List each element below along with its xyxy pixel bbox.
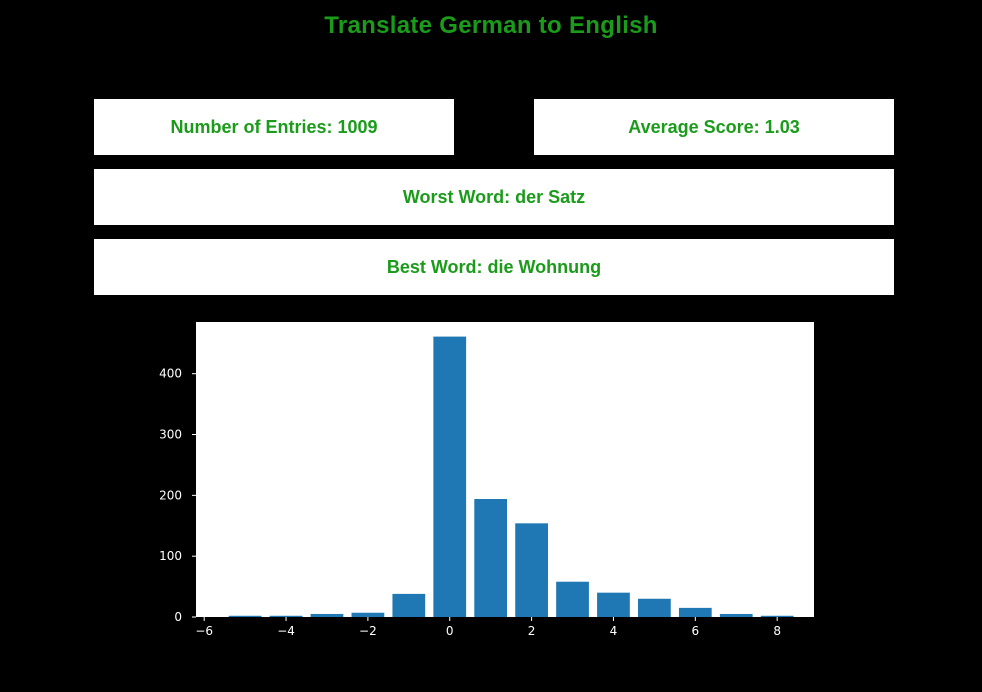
- worst-word-text: Worst Word: der Satz: [402, 186, 586, 207]
- page-title: Translate German to English: [324, 12, 658, 39]
- x-tick-label: −6: [195, 624, 213, 638]
- y-tick-label: 100: [159, 549, 182, 563]
- best-word-card: Best Word: die Wohnung: [94, 239, 894, 295]
- histogram-bar: [269, 615, 303, 617]
- y-tick-label: 300: [159, 428, 182, 442]
- average-score-text: Average Score: 1.03: [628, 116, 800, 137]
- x-tick-label: −2: [359, 624, 377, 638]
- x-tick-label: 0: [446, 624, 454, 638]
- best-word-text: Best Word: die Wohnung: [386, 256, 602, 277]
- histogram-bar: [351, 612, 385, 617]
- chart-axes: −6 −4 −2 0 2 4 6 8 0 100 200 300 400: [159, 367, 781, 638]
- histogram-bar: [719, 613, 753, 617]
- histogram-bar: [228, 615, 262, 617]
- x-tick-label: 4: [610, 624, 618, 638]
- x-tick-label: 2: [528, 624, 536, 638]
- histogram-bar: [310, 613, 344, 617]
- histogram-bar: [760, 615, 794, 617]
- x-tick-label: 6: [691, 624, 699, 638]
- histogram-bar: [433, 336, 467, 617]
- histogram-bar: [678, 607, 712, 617]
- x-tick-label: −4: [277, 624, 295, 638]
- y-tick-label: 0: [174, 610, 182, 624]
- histogram-bars: [228, 336, 794, 617]
- histogram-bar: [638, 598, 671, 617]
- average-score-card: Average Score: 1.03: [534, 99, 894, 155]
- histogram-bar: [556, 581, 589, 617]
- y-tick-label: 200: [159, 488, 182, 502]
- y-tick-label: 400: [159, 367, 182, 381]
- x-tick-label: 8: [773, 624, 781, 638]
- histogram-bar: [515, 523, 548, 617]
- entries-count-card: Number of Entries: 1009: [94, 99, 454, 155]
- histogram-bar: [597, 592, 630, 617]
- worst-word-card: Worst Word: der Satz: [94, 169, 894, 225]
- histogram-bar: [474, 499, 508, 617]
- entries-count-text: Number of Entries: 1009: [170, 116, 378, 137]
- histogram-bar: [392, 593, 426, 617]
